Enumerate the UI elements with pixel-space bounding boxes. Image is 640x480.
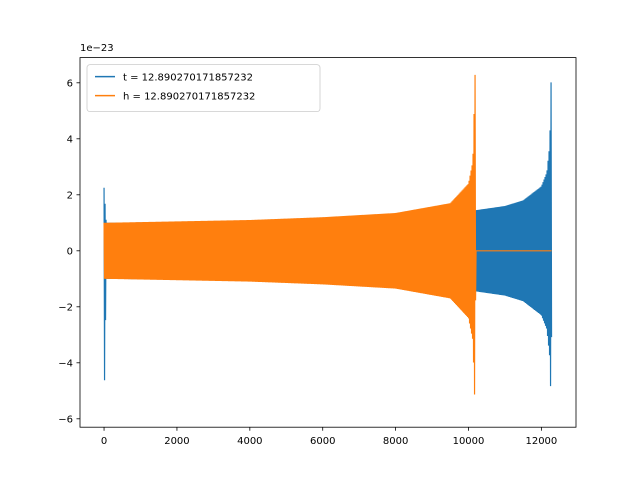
y-tick-label: 4 xyxy=(67,134,73,145)
y-tick-label: −4 xyxy=(58,358,73,369)
y-tick-label: 0 xyxy=(67,246,73,257)
legend-box xyxy=(86,64,321,112)
x-tick-label: 10000 xyxy=(453,436,485,447)
x-tick-label: 8000 xyxy=(383,436,408,447)
x-tick-label: 12000 xyxy=(525,436,557,447)
series-line-2 xyxy=(103,74,552,395)
plot-frame xyxy=(79,57,577,428)
legend-label-2: h = 12.890270171857232 xyxy=(123,92,255,103)
x-tick-label: 4000 xyxy=(237,436,262,447)
legend: t = 12.890270171857232 h = 12.89027017185… xyxy=(86,64,321,112)
legend-label-1: t = 12.890270171857232 xyxy=(123,73,253,84)
x-tick-label: 2000 xyxy=(164,436,189,447)
y-tick-label: −2 xyxy=(58,302,73,313)
y-axis: −6 −4 −2 0 2 4 6 xyxy=(58,78,80,425)
x-tick-label: 0 xyxy=(101,436,107,447)
y-tick-label: 6 xyxy=(67,78,73,89)
x-tick-label: 6000 xyxy=(310,436,335,447)
y-tick-label: 2 xyxy=(67,190,73,201)
y-tick-label: −6 xyxy=(58,414,73,425)
x-axis: 0 2000 4000 6000 8000 10000 12000 xyxy=(101,427,557,447)
series-layer xyxy=(103,74,553,395)
y-offset-label: 1e−23 xyxy=(80,43,114,54)
